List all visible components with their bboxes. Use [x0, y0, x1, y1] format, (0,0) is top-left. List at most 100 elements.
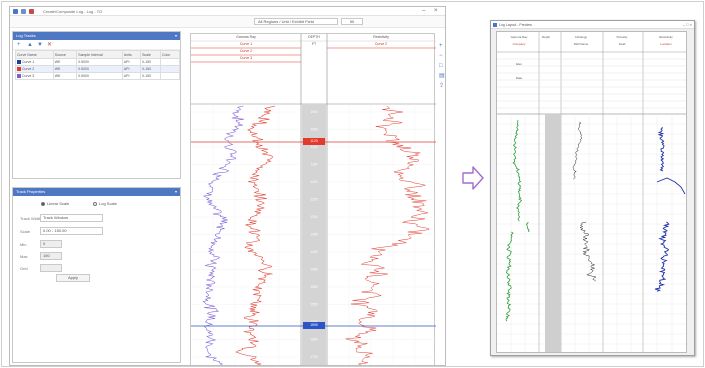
track1-sub-2: Curve 2 — [239, 49, 253, 53]
panel-title: Log Tracks — [16, 33, 36, 38]
app-icon — [493, 23, 497, 27]
field-label: Max — [20, 254, 28, 259]
log-scale-radio[interactable]: Log Scale — [93, 201, 117, 206]
tracks-table: Curve Name Source Sample Interval Units … — [15, 50, 180, 80]
pin-icon[interactable]: ▾ — [174, 33, 177, 38]
zoom-field[interactable]: 50 — [341, 18, 363, 25]
scale-input[interactable]: 0.00 - 150.00 — [40, 227, 103, 235]
curve-name: Curve 1 — [21, 59, 35, 64]
depth-label: 1300 — [310, 215, 317, 219]
zoom-in-icon[interactable]: + — [439, 43, 443, 49]
depth-label: 1350 — [310, 233, 317, 237]
preview-depth-track — [545, 114, 561, 352]
minimize-icon[interactable]: – — [422, 8, 426, 14]
table-row[interactable]: Curve 1 WE 0.5000 API 0-150 — [15, 58, 180, 66]
preview-info: Well Name — [573, 42, 589, 46]
column-header: Curve Name — [15, 50, 54, 59]
column-header: Source — [52, 50, 78, 59]
log-view: 1000 1050 1100 1150 1200 1250 1300 1350 1400 1450… — [190, 33, 436, 365]
preview-curves — [505, 119, 686, 322]
radio-dot — [93, 201, 97, 206]
close-icon[interactable]: – □ × — [682, 22, 692, 27]
color-swatch — [17, 60, 21, 65]
color-swatch — [17, 67, 21, 72]
save-icon[interactable] — [21, 9, 26, 14]
apply-button[interactable]: Apply — [56, 274, 90, 282]
export-icon[interactable]: ⇪ — [439, 83, 445, 89]
column-header: Units — [121, 50, 142, 59]
curve-units: API — [121, 65, 142, 73]
min-input[interactable]: 0 — [40, 240, 62, 248]
curve-source: WE — [52, 65, 78, 73]
delete-icon[interactable]: ✕ — [47, 42, 53, 48]
color-swatch — [17, 74, 21, 79]
track3-sub: Curve 2 — [374, 42, 388, 46]
zoom-out-icon[interactable]: − — [439, 53, 443, 59]
curve-purple — [202, 105, 244, 365]
log-curves — [202, 105, 430, 365]
curve-color — [160, 72, 180, 80]
curve-source: WE — [52, 72, 78, 80]
curve-scale: 0-150 — [140, 58, 161, 66]
pin-icon[interactable]: ▾ — [174, 189, 177, 194]
radio-label: Log Scale — [99, 201, 117, 206]
curve-color — [160, 58, 180, 66]
bottom-depth-marker[interactable]: 1590 — [303, 322, 325, 329]
column-header: Color — [160, 50, 180, 59]
print-icon[interactable]: ▤ — [439, 73, 445, 79]
panel-toolbar: + ▲ ▼ ✕ — [13, 40, 180, 50]
depth-label: 1450 — [310, 268, 317, 272]
open-icon[interactable] — [29, 9, 34, 14]
track3-header: Resistivity — [373, 35, 389, 39]
depth-label: 1000 — [310, 110, 317, 114]
field-label: Scale — [20, 229, 31, 234]
preview-header: Resistivity — [659, 35, 673, 39]
depth-label: 1500 — [310, 285, 317, 289]
preview-header: Gamma Ray — [510, 35, 528, 39]
layout-preview-window: Log Layout - Preview – □ × Gamma Ray Com… — [490, 20, 695, 356]
curve-interval: 0.5000 — [76, 72, 123, 80]
table-row[interactable]: Curve 2 WE 0.5000 API 0-150 — [15, 65, 180, 73]
preview-title-bar: Log Layout - Preview – □ × — [491, 21, 694, 29]
depth-label: 1150 — [311, 163, 318, 167]
max-input[interactable]: 150 — [40, 252, 62, 260]
track-width-input[interactable]: Track Window — [40, 214, 103, 222]
arrow-icon — [462, 166, 484, 190]
table-row[interactable]: Curve 3 WE 0.5000 API 0-150 — [15, 72, 180, 80]
blue-curve — [657, 126, 665, 172]
fit-icon[interactable]: □ — [439, 63, 443, 69]
linear-scale-radio[interactable]: Linear Scale — [41, 201, 69, 206]
preview-info: Field — [618, 42, 626, 46]
field-label: Grid — [20, 266, 28, 271]
toolbar: All Regions / Unit / Exhibit Field 50 — [10, 16, 445, 28]
depth-label: 1400 — [310, 250, 317, 254]
track1-header: Gamma Ray — [236, 35, 256, 39]
depth-unit: FT — [311, 42, 317, 46]
preview-info: Company — [512, 42, 526, 46]
curve-interval: 0.5000 — [76, 65, 123, 73]
top-depth-marker[interactable]: 1120 — [303, 138, 325, 145]
column-header: Sample Interval — [76, 50, 123, 59]
log-tracks-panel: Log Tracks ▾ + ▲ ▼ ✕ Curve Name Source S… — [12, 31, 181, 179]
green-curve — [525, 221, 530, 233]
curve-name: Curve 2 — [21, 66, 35, 71]
depth-label: 1550 — [310, 303, 317, 307]
preview-info: Location — [660, 42, 672, 46]
close-icon[interactable]: × — [434, 8, 438, 14]
move-up-icon[interactable]: ▲ — [27, 42, 33, 48]
add-icon[interactable]: + — [17, 42, 21, 48]
black-curve — [579, 221, 597, 282]
curve-interval: 0.5000 — [76, 58, 123, 66]
preview-header: Lithology — [574, 35, 587, 39]
depth-header: DEPTH — [308, 35, 320, 39]
depth-label: 1650 — [310, 338, 317, 342]
depth-label: 1700 — [310, 355, 317, 359]
curve-scale: 0-150 — [140, 65, 161, 73]
field-label: Track Width — [20, 216, 42, 221]
preview-header: Depth — [541, 35, 550, 39]
move-down-icon[interactable]: ▼ — [37, 42, 43, 48]
grid-input[interactable] — [40, 264, 62, 272]
depth-label: 1100 — [311, 145, 318, 149]
preview-info: Date — [515, 76, 523, 80]
region-select[interactable]: All Regions / Unit / Exhibit Field — [254, 18, 338, 25]
